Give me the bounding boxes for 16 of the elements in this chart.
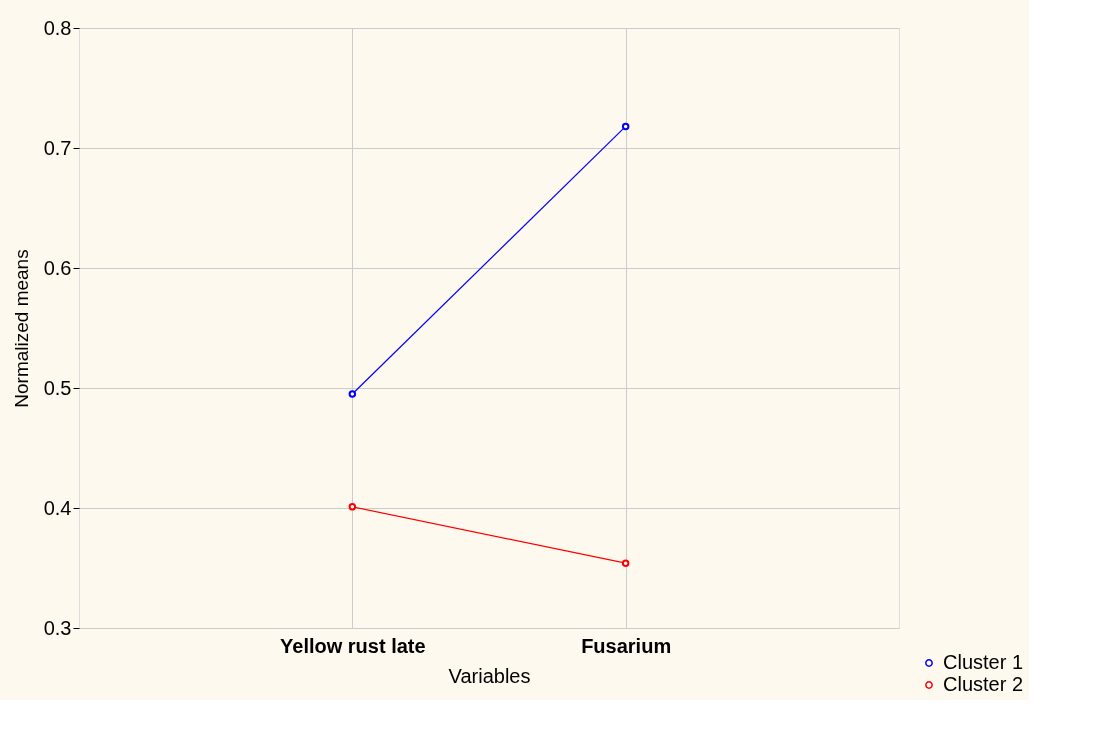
y-tick-label: 0.5 (43, 376, 72, 399)
point (348, 503, 357, 511)
x-axis-title: Variables (448, 664, 531, 687)
point (348, 390, 357, 398)
y-axis-title: Normalized means (10, 249, 32, 408)
x-tick-label: Yellow rust late (280, 634, 426, 657)
y-tick-label: 0.7 (43, 136, 72, 159)
y-tick-label: 0.8 (43, 16, 72, 39)
legend-label: Cluster 1 (943, 651, 1024, 673)
point (621, 559, 630, 567)
legend-label: Cluster 2 (943, 673, 1024, 695)
y-tick-label: 0.4 (43, 496, 72, 519)
y-tick-label: 0.3 (43, 616, 72, 639)
point (621, 122, 630, 131)
y-tick-label: 0.6 (43, 256, 72, 279)
x-tick-label: Fusarium (581, 634, 672, 657)
